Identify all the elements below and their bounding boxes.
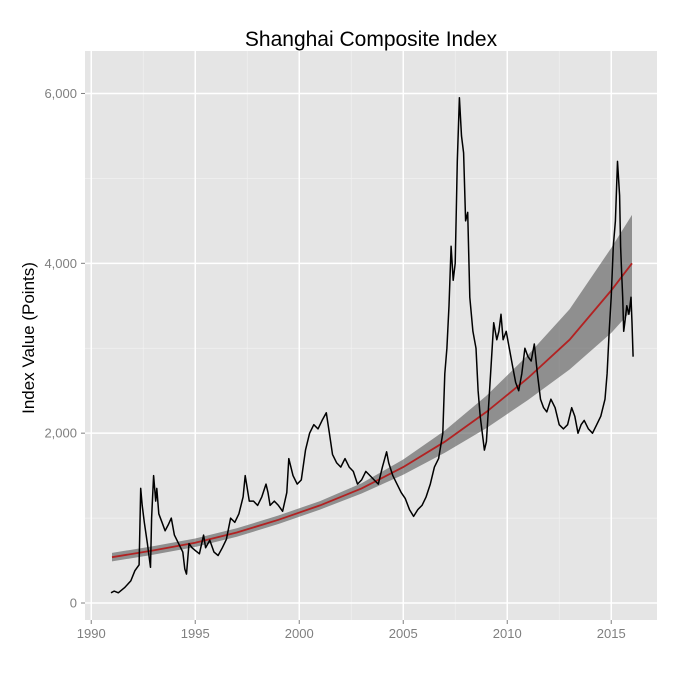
x-tick-label: 2015 [597, 626, 626, 641]
y-tick-label: 4,000 [44, 256, 77, 271]
chart-title: Shanghai Composite Index [245, 28, 498, 51]
x-tick-label: 2005 [389, 626, 418, 641]
y-tick-label: 0 [70, 596, 77, 611]
y-tick-label: 2,000 [44, 426, 77, 441]
y-tick-label: 6,000 [44, 86, 77, 101]
index-series-line [110, 96, 634, 594]
confidence-band [112, 214, 632, 562]
x-tick-label: 2000 [285, 626, 314, 641]
y-axis-label: Index Value (Points) [19, 262, 38, 414]
x-tick-label: 1995 [181, 626, 210, 641]
x-tick-label: 1990 [77, 626, 106, 641]
x-tick-label: 2010 [493, 626, 522, 641]
